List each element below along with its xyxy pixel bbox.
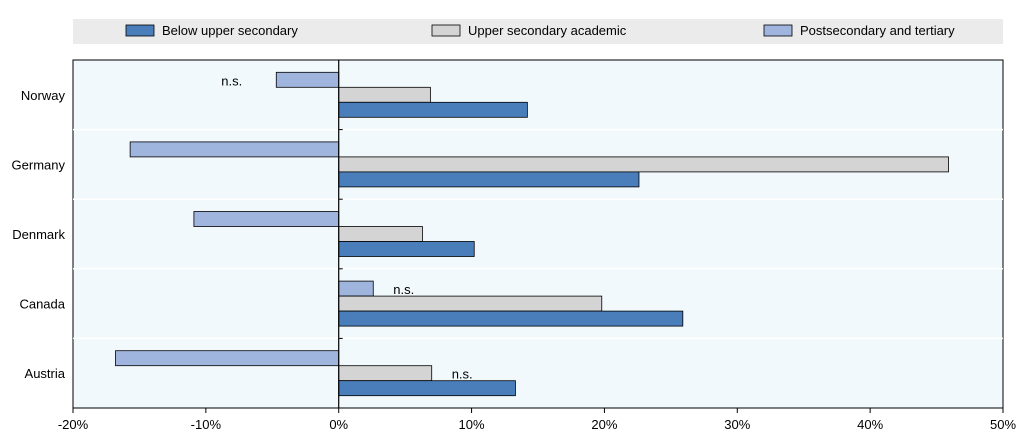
bar-austria-upper-secondary-academic <box>339 366 432 381</box>
bar-germany-below-upper-secondary <box>339 172 639 187</box>
bar-canada-upper-secondary-academic <box>339 296 602 311</box>
bar-austria-below-upper-secondary <box>339 381 516 396</box>
bar-germany-upper-secondary-academic <box>339 157 949 172</box>
x-tick-label: 30% <box>724 417 750 432</box>
legend-label-below-upper-secondary: Below upper secondary <box>162 23 298 38</box>
bar-denmark-postsecondary-and-tertiary <box>194 212 339 227</box>
x-tick-label: -20% <box>58 417 89 432</box>
bar-norway-upper-secondary-academic <box>339 87 431 102</box>
bar-canada-below-upper-secondary <box>339 311 683 326</box>
category-label-canada: Canada <box>19 297 65 312</box>
legend-swatch-upper-secondary-academic <box>432 25 460 36</box>
x-tick-label: 50% <box>990 417 1016 432</box>
bar-denmark-upper-secondary-academic <box>339 227 423 242</box>
bar-denmark-below-upper-secondary <box>339 242 475 257</box>
category-label-austria: Austria <box>25 366 66 381</box>
legend-swatch-postsecondary-and-tertiary <box>764 25 792 36</box>
annotation-ns: n.s. <box>393 282 414 297</box>
x-tick-label: 10% <box>459 417 485 432</box>
bar-norway-postsecondary-and-tertiary <box>276 72 338 87</box>
annotation-ns: n.s. <box>452 367 473 382</box>
x-tick-label: 20% <box>591 417 617 432</box>
category-label-denmark: Denmark <box>12 227 65 242</box>
category-label-norway: Norway <box>21 88 66 103</box>
bar-norway-below-upper-secondary <box>339 102 528 117</box>
bar-canada-postsecondary-and-tertiary <box>339 281 374 296</box>
bar-austria-postsecondary-and-tertiary <box>116 351 339 366</box>
bar-germany-postsecondary-and-tertiary <box>130 142 339 157</box>
x-tick-label: -10% <box>191 417 222 432</box>
legend-label-postsecondary-and-tertiary: Postsecondary and tertiary <box>800 23 955 38</box>
category-label-germany: Germany <box>12 157 66 172</box>
annotation-ns: n.s. <box>221 73 242 88</box>
legend-label-upper-secondary-academic: Upper secondary academic <box>468 23 627 38</box>
x-tick-label: 0% <box>329 417 348 432</box>
legend-swatch-below-upper-secondary <box>126 25 154 36</box>
x-tick-label: 40% <box>857 417 883 432</box>
